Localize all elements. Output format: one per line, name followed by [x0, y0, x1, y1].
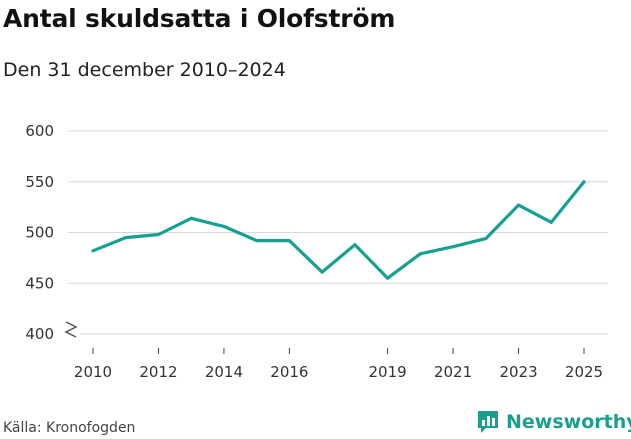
y-tick-label: 500 [25, 224, 54, 242]
y-tick-label: 400 [25, 325, 54, 343]
y-tick-label: 450 [25, 274, 54, 292]
x-tick-label: 2021 [434, 363, 472, 381]
data-point-2016 [287, 239, 291, 243]
axis-break-icon [64, 318, 80, 342]
data-point-2011 [124, 236, 128, 240]
data-point-2014 [222, 224, 226, 228]
data-point-2024 [549, 220, 553, 224]
y-axis-ticks: 400 450 500 550 600 [25, 122, 54, 343]
source-note: Källa: Kronofogden [3, 420, 136, 436]
x-tick-label: 2025 [565, 363, 603, 381]
data-points [91, 180, 586, 280]
data-point-2025 [582, 180, 586, 184]
x-tick-label: 2014 [205, 363, 243, 381]
data-point-2020 [418, 252, 422, 256]
data-point-2017 [320, 270, 324, 274]
data-point-2019 [386, 276, 390, 280]
x-tick-label: 2012 [139, 363, 177, 381]
chart-subtitle: Den 31 december 2010–2024 [3, 59, 286, 81]
data-point-2022 [484, 237, 488, 241]
gridlines [68, 130, 608, 335]
data-point-2013 [189, 216, 193, 220]
chart-title: Antal skuldsatta i Olofström [3, 4, 396, 33]
x-tick-label: 2016 [270, 363, 308, 381]
data-point-2018 [353, 243, 357, 247]
x-tick-label: 2010 [74, 363, 112, 381]
data-point-2012 [156, 233, 160, 237]
x-tick-label: 2023 [499, 363, 537, 381]
y-tick-label: 550 [25, 173, 54, 191]
x-tick-label: 2019 [369, 363, 407, 381]
series-line [91, 180, 586, 280]
x-axis-ticks: 2010 2012 2014 2016 2019 2021 2023 2025 [74, 348, 603, 381]
newsworthy-logo-icon [478, 411, 498, 433]
data-point-2023 [517, 203, 521, 207]
data-point-2021 [451, 245, 455, 249]
y-tick-label: 600 [25, 122, 54, 140]
brand-name: Newsworthy [506, 411, 631, 433]
data-point-2010 [91, 249, 95, 253]
data-point-2015 [255, 239, 259, 243]
brand-logo: Newsworthy [476, 409, 631, 435]
